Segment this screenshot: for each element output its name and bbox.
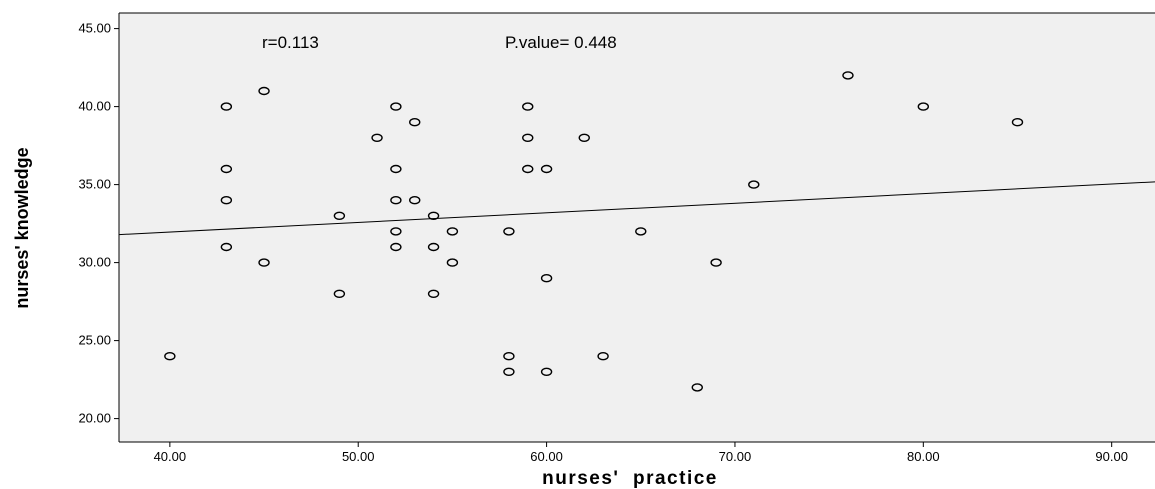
scatter-point [390,242,402,252]
y-tick-label: 45.00 [78,21,111,36]
scatter-point [635,227,647,236]
x-tick-label: 60.00 [530,449,563,464]
scatter-point [540,164,553,174]
x-tick-label: 40.00 [154,449,187,464]
y-tick-label: 40.00 [78,99,111,114]
scatter-point [503,227,515,236]
scatter-point [748,180,760,189]
scatter-point [522,102,534,111]
y-axis-title: nurses' knowledge [12,147,32,308]
x-tick-label: 70.00 [719,449,752,464]
y-tick-label: 25.00 [78,333,111,348]
scatter-point [540,274,553,283]
scatter-point [578,133,590,143]
scatter-point [390,164,402,174]
scatter-point [220,164,233,174]
scatter-point [390,195,402,205]
plot-area [119,13,1155,442]
scatter-point [446,227,459,236]
scatter-point [503,352,515,361]
scatter-point [390,227,402,236]
scatter-point [1011,117,1024,127]
scatter-point [522,164,534,174]
scatter-point [220,102,233,111]
fit-line [118,181,1155,236]
scatter-point [371,133,383,143]
scatter-point [503,367,515,376]
scatter-point [409,195,421,205]
x-axis-title: nurses' practice [542,468,718,489]
x-tick-label: 80.00 [907,449,940,464]
scatter-point [220,242,233,252]
scatter-point [427,242,440,252]
scatter-point [258,258,270,267]
y-tick-label: 30.00 [78,255,111,270]
y-tick-label: 20.00 [78,411,111,426]
scatter-point [540,367,553,376]
scatter-point [691,383,703,392]
scatter-point [710,258,722,267]
scatter-point [258,86,270,96]
x-tick-label: 50.00 [342,449,375,464]
scatter-point [220,195,233,205]
scatter-point [390,102,402,111]
r-annotation: r=0.113 [262,33,319,52]
scatter-point [333,211,346,221]
scatter-point [409,117,421,127]
scatter-point [597,352,609,361]
scatter-point [917,102,930,111]
y-tick-label: 35.00 [78,177,111,192]
p-value-annotation: P.value= 0.448 [505,33,617,52]
scatter-point [842,71,854,80]
x-tick-label: 90.00 [1095,449,1128,464]
scatter-point [427,289,440,298]
scatter-point [333,289,346,298]
scatter-point [164,352,176,361]
scatter-point [446,258,459,267]
scatter-point [427,211,440,221]
scatter-point [522,133,534,143]
